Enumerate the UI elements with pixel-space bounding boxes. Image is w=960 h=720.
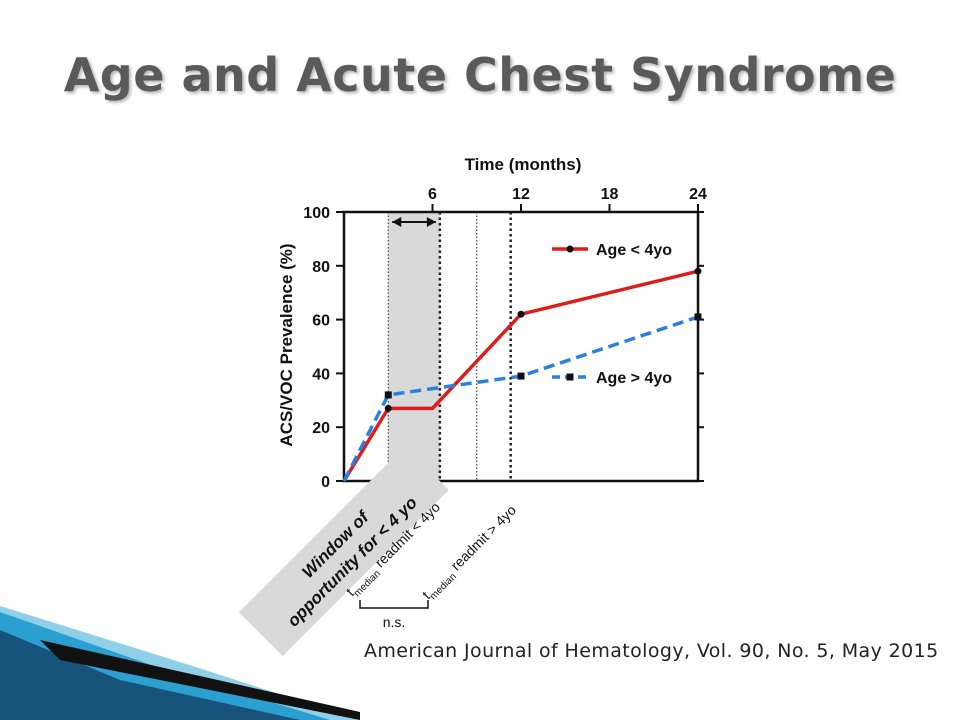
x-tick-label-12: 12 (512, 186, 530, 203)
window-arrow (392, 217, 436, 227)
legend-marker-1 (566, 245, 574, 253)
ns-label: n.s. (383, 614, 406, 630)
y-tick-label-60: 60 (312, 313, 330, 330)
window-arrow-head-left (392, 217, 402, 227)
citation: American Journal of Hematology, Vol. 90,… (364, 640, 939, 662)
series-2-point-3 (694, 313, 702, 321)
ns-bracket: n.s. (359, 600, 429, 630)
reference-lines (387, 212, 512, 481)
x-tick-label-6: 6 (428, 186, 437, 203)
window-shade (388, 212, 440, 481)
legend-marker-2 (566, 373, 574, 381)
plot-area: 0 20 40 60 80 100 6 12 18 24 Age < 4yo Age > 4yo (303, 186, 707, 491)
series (342, 267, 702, 482)
series-1-point-4 (694, 267, 702, 275)
y-tick-label-100: 100 (303, 205, 330, 222)
window-arrow-head-right (426, 217, 436, 227)
legend-label-2: Age > 4yo (596, 370, 672, 387)
series-line-1 (342, 269, 699, 482)
legend: Age < 4yo Age > 4yo (552, 242, 672, 387)
series-line-2 (342, 315, 699, 482)
y-tick-label-80: 80 (312, 259, 330, 276)
slide-title: Age and Acute Chest Syndrome (63, 48, 897, 102)
series-2-point-2 (517, 372, 525, 380)
y-tick-label-40: 40 (312, 366, 330, 383)
y-axis-title: ACS/VOC Prevalence (%) (277, 243, 296, 446)
x-tick-label-24: 24 (689, 186, 707, 203)
x-tick-label-18: 18 (601, 186, 619, 203)
legend-label-1: Age < 4yo (596, 242, 672, 259)
decorative-swoosh (0, 606, 360, 720)
x-axis-title: Time (months) (465, 155, 582, 174)
y-tick-label-0: 0 (321, 474, 330, 491)
series-1-point-1 (384, 404, 392, 412)
series-1-point-3 (517, 310, 525, 318)
y-tick-label-20: 20 (312, 420, 330, 437)
axes: 0 20 40 60 80 100 6 12 18 24 (303, 186, 707, 491)
series-2-point-1 (384, 391, 392, 399)
